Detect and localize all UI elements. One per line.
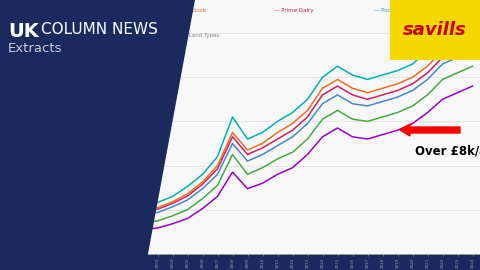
Text: — Livestock: — Livestock — [173, 8, 206, 13]
Text: — Poor Arable: — Poor Arable — [374, 8, 413, 13]
Text: — Prime Dairy: — Prime Dairy — [274, 8, 313, 13]
Text: Extracts: Extracts — [8, 42, 62, 55]
Bar — [390, 0, 480, 60]
Text: COLUMN NEWS: COLUMN NEWS — [41, 22, 158, 37]
Text: — All Land Types: — All Land Types — [173, 33, 219, 38]
FancyArrow shape — [400, 124, 460, 136]
Text: UK: UK — [8, 22, 39, 41]
Text: savills: savills — [403, 21, 467, 39]
Text: Over £8k/acre: Over £8k/acre — [415, 145, 480, 158]
Polygon shape — [0, 0, 195, 270]
